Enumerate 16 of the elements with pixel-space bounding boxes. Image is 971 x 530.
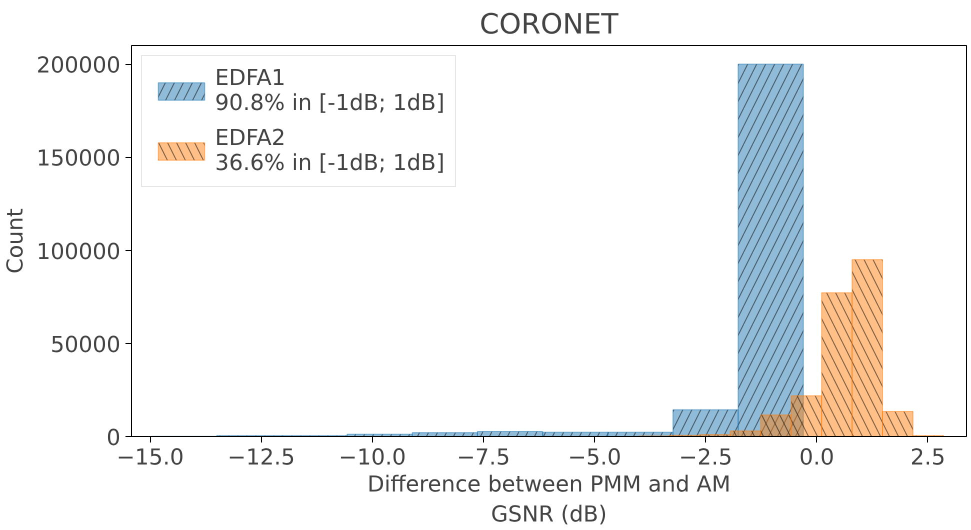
x-tick-label: −7.5: [456, 446, 510, 470]
legend-label: EDFA2 36.6% in [-1dB; 1dB]: [215, 126, 445, 176]
y-tick-label: 200000: [36, 54, 120, 79]
x-tick-label: 2.5: [910, 446, 946, 470]
y-tick-label: 150000: [36, 146, 120, 172]
y-tick-label: 50000: [50, 332, 121, 358]
legend-label: EDFA1 90.8% in [-1dB; 1dB]: [215, 66, 445, 116]
chart-title: CORONET: [480, 8, 620, 40]
y-axis-title: Count: [4, 208, 29, 274]
x-tick-label: 0.0: [799, 446, 834, 470]
y-tick-label: 100000: [36, 240, 120, 265]
x-axis-title: Difference between PMM and AM GSNR (dB): [367, 472, 731, 528]
x-tick-label: −12.5: [228, 446, 295, 470]
x-tick-label: −2.5: [678, 446, 732, 470]
x-tick-label: −10.0: [338, 446, 406, 470]
x-tick-label: −5.0: [568, 446, 622, 470]
